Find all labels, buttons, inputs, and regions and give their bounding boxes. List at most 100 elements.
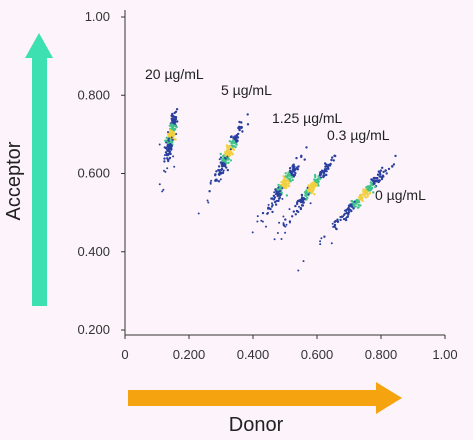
data-point: [333, 154, 336, 157]
data-point: [158, 183, 161, 186]
data-point: [197, 212, 200, 215]
data-point: [215, 170, 218, 173]
data-point: [372, 191, 375, 194]
data-point: [174, 110, 178, 114]
data-point: [370, 186, 373, 189]
data-point: [163, 146, 166, 149]
data-point: [233, 142, 236, 145]
data-point: [330, 158, 333, 162]
data-point: [287, 184, 291, 188]
data-point: [293, 170, 296, 173]
data-point: [271, 204, 274, 207]
scatter-points: [158, 108, 397, 272]
data-point: [218, 169, 221, 171]
data-point: [169, 133, 173, 136]
data-point: [168, 146, 171, 149]
data-point: [163, 160, 166, 163]
data-point: [229, 148, 232, 151]
data-point: [364, 191, 367, 194]
data-point: [281, 197, 284, 200]
data-point: [167, 150, 170, 153]
series-cluster: [273, 154, 337, 241]
data-point: [292, 163, 295, 166]
data-point: [325, 167, 328, 170]
data-point: [226, 153, 229, 157]
data-point: [380, 177, 384, 181]
data-point: [330, 242, 333, 245]
data-point: [284, 186, 288, 190]
data-point: [295, 202, 299, 206]
data-point: [368, 189, 372, 192]
data-point: [313, 193, 316, 196]
data-point: [285, 223, 288, 226]
data-point: [240, 121, 243, 124]
data-point: [300, 194, 303, 197]
data-point: [391, 165, 394, 168]
data-point: [210, 179, 213, 182]
data-point: [347, 210, 350, 213]
data-point: [207, 201, 210, 204]
data-point: [278, 221, 281, 224]
x-tick-label: 0: [121, 347, 128, 362]
data-point: [314, 180, 318, 183]
data-point: [289, 171, 292, 174]
data-point: [354, 202, 358, 205]
data-point: [256, 220, 259, 223]
series-label: 20 µg/mL: [145, 66, 204, 82]
data-point: [230, 135, 233, 138]
data-point: [260, 219, 263, 222]
data-point: [284, 182, 288, 186]
data-point: [222, 163, 225, 166]
data-point: [217, 165, 221, 168]
data-point: [282, 222, 285, 225]
data-point: [287, 171, 290, 174]
x-tick-label: 0.200: [173, 347, 206, 362]
data-point: [271, 210, 274, 214]
data-point: [344, 218, 348, 222]
data-point: [232, 148, 236, 151]
data-point: [363, 194, 366, 197]
data-point: [336, 218, 339, 221]
data-point: [319, 240, 322, 243]
data-point: [283, 185, 286, 188]
data-point: [362, 188, 365, 191]
data-point: [361, 199, 364, 202]
data-point: [352, 207, 355, 210]
data-point: [394, 154, 397, 158]
x-axis-label: Donor: [229, 414, 284, 436]
data-point: [288, 221, 291, 224]
data-point: [220, 167, 224, 171]
data-point: [171, 125, 175, 128]
data-point: [276, 194, 279, 198]
data-point: [299, 207, 303, 211]
data-point: [222, 154, 226, 157]
data-point: [169, 152, 172, 156]
data-point: [170, 114, 173, 118]
data-point: [228, 152, 231, 155]
data-point: [313, 173, 317, 177]
data-point: [299, 201, 302, 204]
data-point: [241, 130, 244, 133]
data-point: [312, 181, 315, 185]
data-point: [353, 200, 356, 203]
data-point: [286, 179, 290, 183]
data-point: [295, 167, 298, 170]
data-point: [356, 206, 360, 209]
data-point: [336, 220, 340, 223]
data-point: [314, 175, 317, 179]
data-point: [298, 205, 300, 208]
data-point: [350, 199, 353, 203]
data-point: [170, 136, 173, 139]
data-point: [167, 158, 170, 161]
x-tick-label: 0.600: [301, 347, 334, 362]
data-point: [277, 192, 280, 195]
data-point: [278, 194, 282, 197]
data-point: [297, 269, 300, 272]
data-point: [310, 182, 313, 186]
data-point: [275, 189, 277, 192]
data-point: [273, 191, 276, 194]
data-point: [175, 133, 178, 135]
data-point: [331, 156, 334, 159]
data-point: [368, 191, 372, 195]
data-point: [274, 193, 277, 196]
